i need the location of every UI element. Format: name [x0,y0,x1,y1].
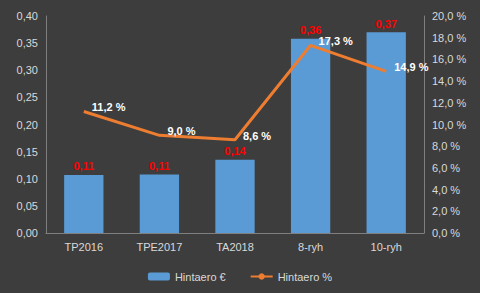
svg-text:TP2016: TP2016 [65,241,104,253]
svg-text:0,15: 0,15 [17,146,38,158]
svg-text:0,36: 0,36 [299,24,322,37]
svg-text:0,20: 0,20 [17,119,38,131]
svg-text:6,0 %: 6,0 % [432,162,460,174]
svg-text:0,25: 0,25 [17,91,38,103]
svg-text:0,05: 0,05 [17,200,38,212]
svg-text:0,11: 0,11 [73,160,94,172]
svg-text:10-ryh: 10-ryh [371,241,402,253]
svg-text:8,6 %: 8,6 % [243,130,271,142]
svg-text:16,0 %: 16,0 % [432,53,466,65]
svg-text:17,3 %: 17,3 % [319,35,353,47]
svg-text:2,0 %: 2,0 % [432,205,460,217]
svg-text:18,0 %: 18,0 % [432,32,466,44]
svg-text:20,0 %: 20,0 % [432,10,466,22]
svg-text:9,0 %: 9,0 % [167,125,195,137]
svg-text:0,10: 0,10 [17,173,38,185]
svg-text:Hintaero €: Hintaero € [175,271,226,283]
svg-text:11,2 %: 11,2 % [92,101,126,113]
svg-text:0,30: 0,30 [17,64,38,76]
svg-text:0,00: 0,00 [17,227,38,239]
svg-text:0,11: 0,11 [149,160,170,172]
svg-text:0,35: 0,35 [17,37,38,49]
svg-text:0,40: 0,40 [17,10,38,22]
svg-text:Hintaero %: Hintaero % [278,271,333,283]
svg-text:0,14: 0,14 [224,145,246,157]
svg-text:0,0 %: 0,0 % [432,227,460,239]
svg-text:TPE2017: TPE2017 [136,241,182,253]
svg-text:8-ryh: 8-ryh [298,241,323,253]
svg-text:0,37: 0,37 [375,18,396,30]
svg-text:12,0 %: 12,0 % [432,97,466,109]
svg-text:TA2018: TA2018 [216,241,254,253]
svg-text:4,0 %: 4,0 % [432,184,460,196]
svg-text:10,0 %: 10,0 % [432,119,466,131]
svg-text:14,9 %: 14,9 % [394,61,428,73]
svg-text:14,0 %: 14,0 % [432,75,466,87]
svg-text:8,0 %: 8,0 % [432,140,460,152]
